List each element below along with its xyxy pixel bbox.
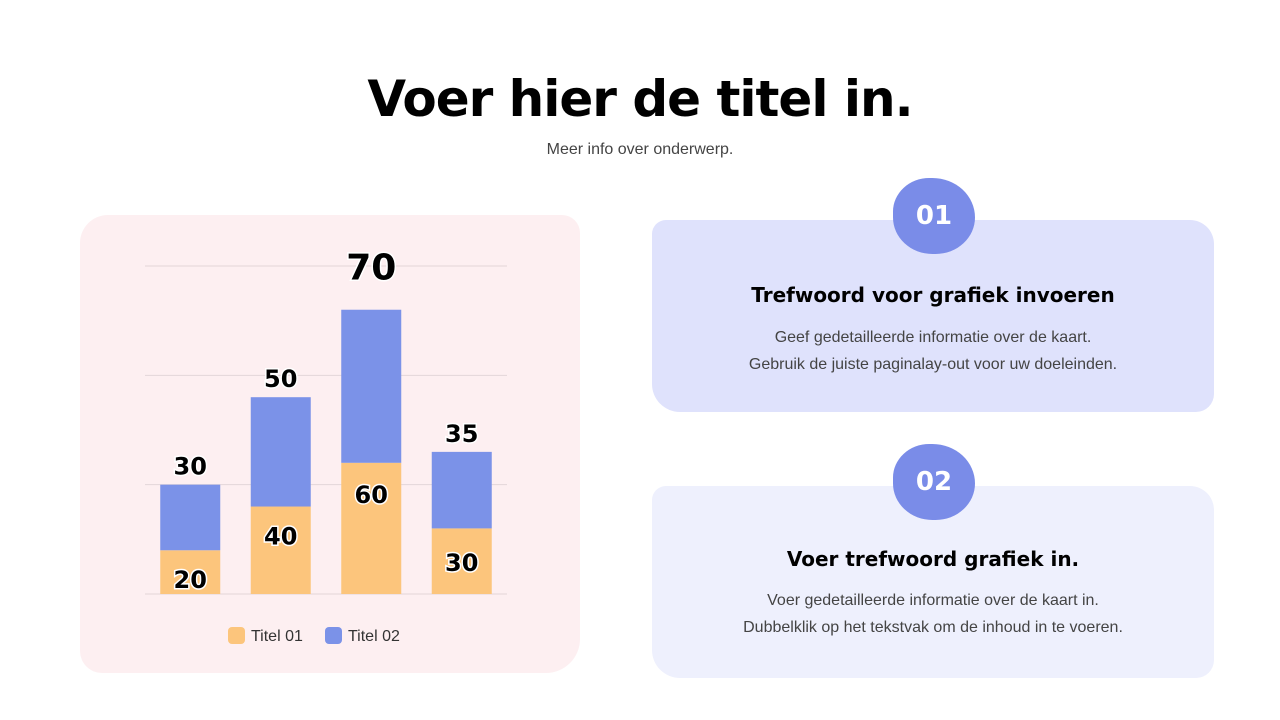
- card-line: Gebruik de juiste paginalay-out voor uw …: [748, 356, 1118, 373]
- legend-swatch: [228, 627, 245, 644]
- card-line: Voer gedetailleerde informatie over de k…: [767, 592, 1099, 609]
- bar-segment-2: [250, 397, 311, 507]
- stacked-bar-chart: 20 30 40 50 60 70 30 35 Titel 01 Titel 02: [145, 246, 507, 645]
- data-label: 30: [174, 453, 207, 481]
- data-label: 50: [264, 365, 297, 393]
- card-number-badge: 01: [893, 178, 975, 254]
- card-heading: Trefwoord voor grafiek invoeren: [751, 283, 1115, 307]
- data-label: 40: [264, 523, 297, 551]
- bar-segment-1: [160, 550, 221, 594]
- bar-segment-1: [341, 462, 402, 594]
- legend-swatch: [325, 627, 342, 644]
- bar-segment-2: [341, 309, 402, 463]
- data-label: 20: [174, 566, 207, 594]
- bar-segment-1: [250, 506, 311, 594]
- legend-label: Titel 02: [348, 628, 400, 645]
- card-heading: Voer trefwoord grafiek in.: [786, 547, 1080, 571]
- page-subtitle: Meer info over onderwerp.: [546, 141, 734, 158]
- chart-panel: [80, 215, 580, 673]
- card-number-badge: 02: [893, 444, 975, 520]
- data-label: 30: [445, 549, 478, 577]
- bar-segment-1: [431, 528, 492, 594]
- data-label: 35: [445, 420, 478, 448]
- card-line: Geef gedetailleerde informatie over de k…: [774, 329, 1092, 346]
- legend-label: Titel 01: [251, 628, 303, 645]
- data-label: 70: [346, 248, 396, 289]
- data-label: 60: [355, 481, 388, 509]
- page-title: Voer hier de titel in.: [367, 70, 913, 128]
- card-line: Dubbelklik op het tekstvak om de inhoud …: [743, 619, 1123, 636]
- bar-segment-2: [160, 484, 221, 551]
- bar-segment-2: [431, 451, 492, 529]
